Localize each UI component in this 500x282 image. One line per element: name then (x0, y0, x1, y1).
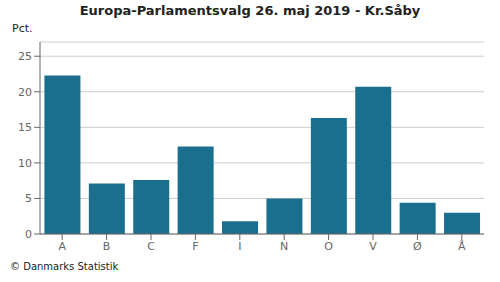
svg-text:N: N (280, 240, 288, 253)
svg-text:B: B (103, 240, 111, 253)
svg-text:15: 15 (18, 121, 32, 134)
svg-text:20: 20 (18, 86, 32, 99)
html-text:Europa-Parlamentsvalg 26. maj: Europa-Parlamentsvalg 26. maj 2019 - Kr.… (79, 3, 421, 18)
svg-text:0: 0 (25, 228, 32, 241)
svg-text:10: 10 (18, 157, 32, 170)
html-text:© Danmarks Statistik: © Danmarks Statistik (10, 261, 119, 272)
svg-text:O: O (324, 240, 333, 253)
svg-text:25: 25 (18, 50, 32, 63)
svg-text:C: C (147, 240, 155, 253)
svg-text:5: 5 (25, 192, 32, 205)
html-text:Pct.: Pct. (12, 22, 33, 35)
svg-text:F: F (192, 240, 198, 253)
svg-text:I: I (238, 240, 241, 253)
svg-text:A: A (58, 240, 66, 253)
svg-text:Å: Å (458, 240, 466, 253)
svg-text:V: V (369, 240, 377, 253)
svg-text:Ø: Ø (413, 240, 422, 253)
